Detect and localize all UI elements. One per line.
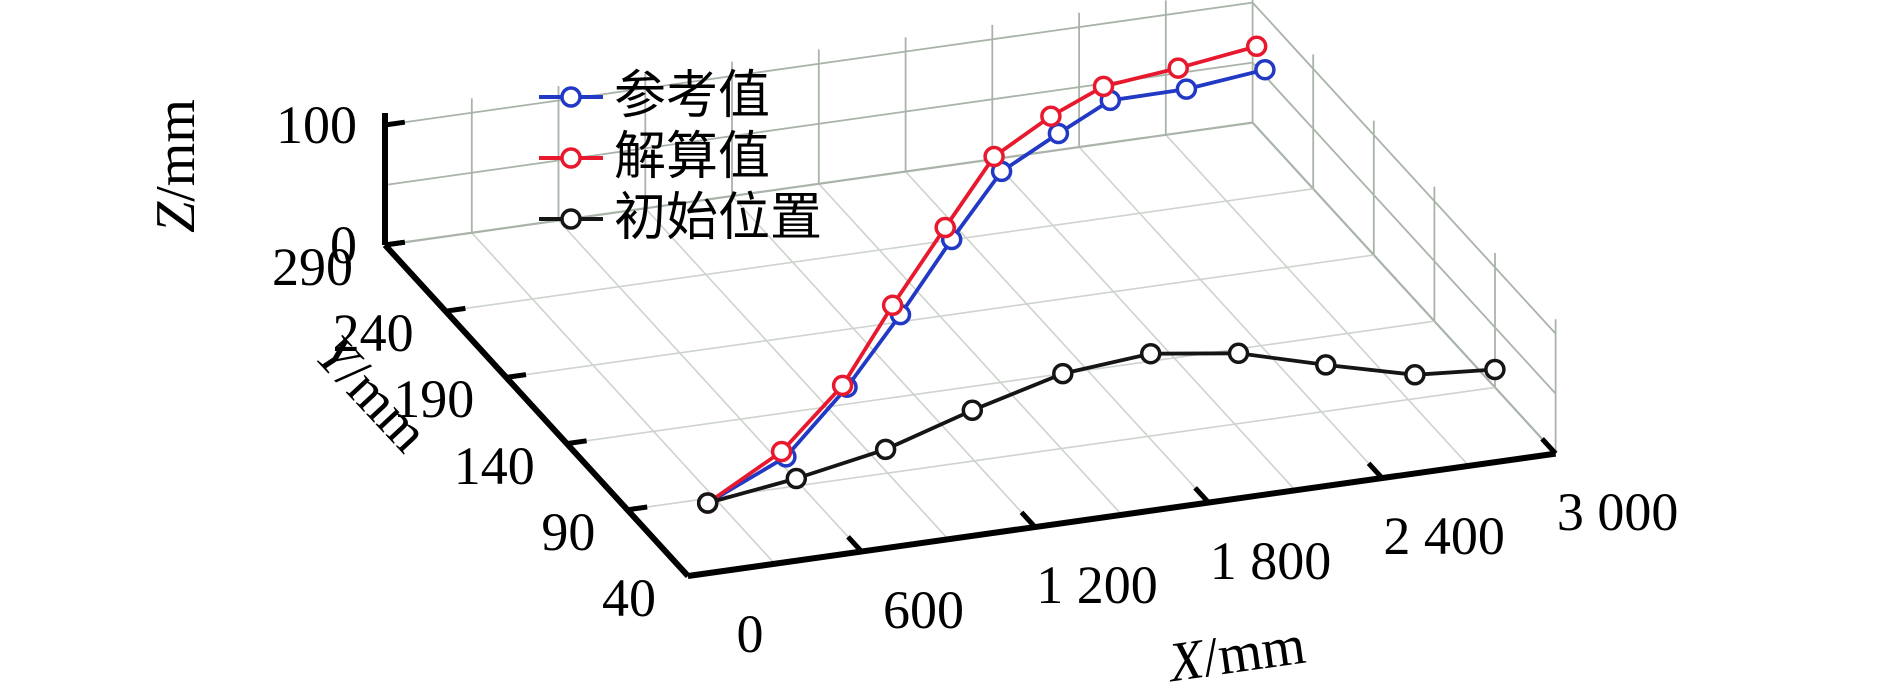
y-tick-label: 190	[393, 369, 475, 430]
legend: 参考值 解算值 初始位置	[538, 66, 822, 249]
x-tick-label: 1 800	[1209, 530, 1332, 591]
z-tick-label: 100	[276, 95, 357, 155]
legend-item: 参考值	[538, 66, 822, 127]
z-axis-letter: Z	[145, 201, 207, 233]
legend-label: 解算值	[614, 128, 771, 186]
x-tick-label: 600	[883, 579, 965, 640]
legend-line-marker-icon	[539, 85, 603, 108]
legend-item: 解算值	[538, 127, 822, 188]
y-tick-label: 140	[453, 435, 535, 496]
y-tick-label: 40	[602, 568, 656, 628]
legend-line-marker-icon	[539, 207, 603, 230]
x-tick-label: 2 400	[1383, 506, 1505, 567]
x-tick-label: 0	[736, 604, 764, 664]
y-tick-label: 290	[272, 237, 353, 297]
z-axis-label: Z/mm	[145, 46, 207, 286]
legend-label: 参考值	[614, 67, 771, 125]
x-tick-label: 1 200	[1036, 555, 1158, 616]
z-axis-unit: /mm	[145, 99, 207, 202]
legend-item: 初始位置	[538, 188, 822, 249]
z-tick-label: 0	[330, 215, 357, 275]
legend-label: 初始位置	[614, 189, 823, 247]
y-tick-label: 90	[541, 501, 596, 562]
y-tick-label: 240	[332, 303, 414, 364]
legend-line-marker-icon	[539, 146, 603, 169]
x-tick-label: 3 000	[1556, 481, 1679, 542]
